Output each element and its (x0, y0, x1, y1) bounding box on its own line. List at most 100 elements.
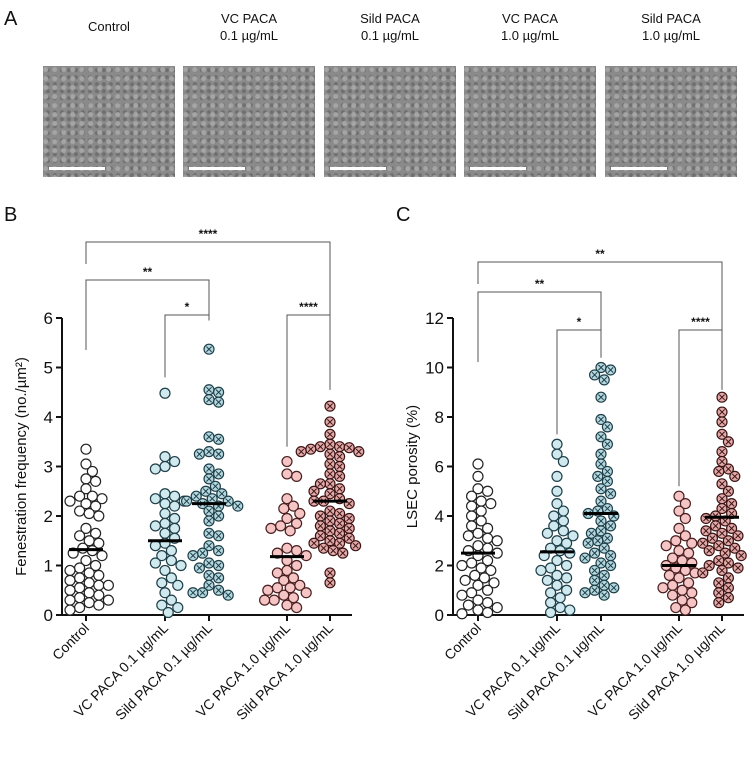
data-point (291, 545, 303, 557)
data-point (686, 587, 698, 599)
data-point-cross (327, 569, 333, 576)
data-point (535, 564, 547, 577)
data-point-cross (193, 493, 200, 500)
data-point (93, 589, 105, 601)
image-title-line2: 1.0 µg/mL (500, 28, 560, 43)
data-point (278, 574, 290, 586)
data-point (548, 520, 560, 532)
data-point (551, 470, 563, 482)
significance-bracket (286, 314, 331, 447)
scale-bar (189, 167, 245, 170)
data-point (679, 604, 692, 616)
significance-bracket (477, 261, 723, 390)
data-point (660, 540, 672, 552)
data-point (557, 525, 570, 537)
data-point-cross (215, 436, 222, 443)
data-point-cross (183, 498, 190, 505)
data-point-cross (327, 441, 333, 448)
data-point-cross (215, 587, 222, 594)
data-point-cross (715, 468, 722, 475)
data-point (472, 604, 484, 616)
data-point (278, 502, 290, 515)
scale-bar (330, 167, 386, 170)
data-point-cross (591, 371, 598, 378)
data-point-cross (731, 545, 738, 552)
data-point-cross (327, 418, 333, 425)
data-point-cross (585, 540, 592, 547)
data-point (673, 505, 685, 517)
data-point (80, 522, 92, 534)
data-point-cross (725, 466, 732, 472)
data-point (551, 554, 563, 567)
significance-bracket (85, 279, 210, 350)
data-point (102, 579, 115, 591)
data-point-cross (725, 488, 732, 495)
data-point (172, 601, 184, 614)
data-point (64, 594, 76, 606)
data-point-cross (604, 535, 611, 542)
data-point (544, 597, 557, 609)
y-tick-label: 10 (425, 359, 444, 378)
data-point-cross (336, 540, 343, 547)
data-point-cross (719, 495, 725, 502)
data-point-cross (327, 451, 333, 458)
data-point-cross (346, 535, 353, 542)
data-point (159, 498, 171, 510)
data-point (156, 549, 168, 562)
data-point (172, 579, 184, 591)
data-point (73, 582, 86, 594)
data-point (475, 515, 487, 527)
scale-bar (49, 167, 105, 170)
data-point-cross (327, 431, 333, 438)
data-point (466, 557, 478, 569)
data-point (482, 597, 494, 609)
data-point (466, 500, 478, 512)
sem-image-control (43, 66, 175, 177)
data-point-cross (699, 540, 706, 547)
y-tick-label: 6 (435, 458, 444, 477)
data-point-cross (715, 599, 722, 606)
data-point (64, 604, 76, 616)
data-point-cross (598, 461, 604, 467)
data-point-cross (610, 584, 617, 591)
panel-label-b: B (4, 204, 18, 226)
data-point-cross (317, 532, 324, 539)
data-point-cross (234, 503, 241, 510)
data-point (472, 594, 484, 606)
data-point-cross (591, 587, 598, 594)
data-point-cross (715, 542, 722, 549)
image-title-vc10: VC PACA 1.0 µg/mL (464, 10, 596, 44)
data-point (149, 463, 161, 475)
image-title-line1: VC PACA (220, 11, 278, 26)
data-point (291, 470, 303, 482)
significance-bracket (85, 241, 331, 390)
data-point (93, 599, 105, 611)
data-point (169, 455, 181, 468)
data-point (551, 448, 563, 460)
data-point (281, 468, 293, 480)
data-point (482, 606, 494, 619)
y-axis-label: Fenestration frequency (no./µm²) (13, 357, 30, 576)
data-point-cross (215, 532, 222, 539)
data-point (162, 606, 174, 619)
data-point-cross (719, 394, 725, 401)
data-point-cross (607, 562, 614, 569)
data-point-cross (582, 589, 588, 596)
data-point-cross (598, 517, 604, 524)
data-point-cross (703, 527, 709, 534)
data-point (284, 525, 296, 537)
data-point (560, 572, 573, 584)
data-point-cross (206, 542, 212, 549)
data-point (673, 572, 685, 584)
y-tick-label: 8 (435, 408, 444, 427)
data-point (551, 569, 563, 582)
data-point (281, 512, 293, 525)
data-point (291, 517, 303, 530)
data-point (165, 594, 177, 606)
y-tick-label: 0 (44, 606, 53, 625)
significance-bracket (678, 329, 723, 487)
data-point (472, 470, 484, 482)
data-point-cross (591, 567, 598, 574)
data-point (462, 530, 474, 542)
